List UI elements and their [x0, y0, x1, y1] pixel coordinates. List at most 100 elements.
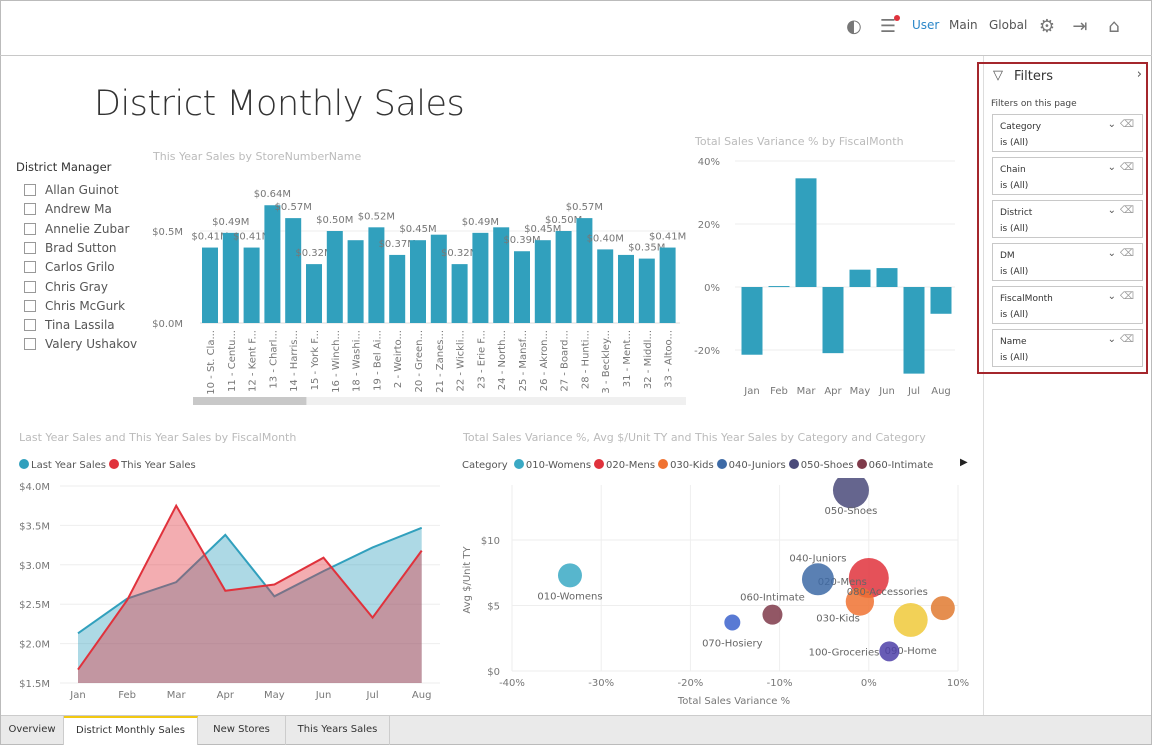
data-label: $0.57M: [566, 202, 603, 213]
slicer-item[interactable]: Annelie Zubar: [24, 222, 129, 238]
bubble-040-juniors[interactable]: [801, 563, 834, 596]
home-icon[interactable]: ⌂: [1108, 16, 1120, 37]
filter-card-name[interactable]: Name is (All) ⌄ ⌫: [992, 329, 1143, 367]
data-label: $0.49M: [462, 217, 499, 228]
view-global[interactable]: Global: [989, 18, 1028, 32]
bar: [876, 268, 898, 287]
x-tick-label: 25 - Mansf...: [518, 330, 529, 391]
legend-title: Category: [462, 460, 508, 471]
exit-icon[interactable]: ⇥: [1072, 16, 1088, 37]
chevron-down-icon[interactable]: ⌄: [1107, 205, 1116, 216]
filter-card-district[interactable]: District is (All) ⌄ ⌫: [992, 200, 1143, 238]
checkbox[interactable]: [24, 184, 36, 196]
chevron-down-icon[interactable]: ⌄: [1107, 291, 1116, 302]
line-this-year-sales: [77, 503, 423, 671]
bar: [597, 249, 614, 323]
legend-item[interactable]: 010-Womens: [513, 459, 591, 471]
chevron-down-icon[interactable]: ⌄: [1107, 162, 1116, 173]
eraser-icon[interactable]: ⌫: [1119, 334, 1134, 345]
bar: [576, 218, 593, 323]
view-user[interactable]: User: [912, 18, 940, 32]
eraser-icon[interactable]: ⌫: [1119, 205, 1134, 216]
bubble-090-home[interactable]: [893, 602, 928, 637]
eraser-icon[interactable]: ⌫: [1119, 162, 1134, 173]
slicer-item[interactable]: Andrew Ma: [24, 202, 112, 218]
x-tick-label: 19 - Bel Ai...: [372, 330, 383, 391]
view-main[interactable]: Main: [949, 18, 978, 32]
bar: [410, 240, 426, 323]
legend-item[interactable]: 020-Mens: [594, 459, 655, 471]
bubble-010-womens[interactable]: [557, 563, 582, 588]
filter-value: is (All): [1000, 353, 1029, 363]
legend-dot: [716, 459, 727, 469]
bubble-070-hosiery[interactable]: [724, 614, 741, 631]
filter-card-category[interactable]: Category is (All) ⌄ ⌫: [992, 114, 1143, 152]
checkbox[interactable]: [24, 280, 36, 293]
legend-item-last-year[interactable]: Last Year Sales: [19, 459, 106, 471]
slicer-item[interactable]: Valery Ushakov: [24, 337, 137, 353]
bubble-050-shoes[interactable]: [832, 472, 869, 509]
bubble-100-groceries[interactable]: [879, 641, 900, 662]
y-tick-label: 0%: [704, 283, 720, 294]
x-tick-label: 33 - Altoo...: [664, 330, 675, 388]
filter-card-dm[interactable]: DM is (All) ⌄ ⌫: [992, 243, 1143, 281]
refresh-icon[interactable]: ◐: [846, 16, 862, 37]
chevron-down-icon[interactable]: ⌄: [1107, 334, 1116, 345]
y-tick-label: $3.5M: [19, 521, 50, 532]
bubble-060-intimate[interactable]: [762, 604, 783, 625]
filter-card-chain[interactable]: Chain is (All) ⌄ ⌫: [992, 157, 1143, 195]
checkbox[interactable]: [24, 222, 36, 235]
legend-dot: [658, 459, 669, 469]
y-tick-label: $1.5M: [19, 679, 50, 690]
tab-new-stores[interactable]: New Stores: [198, 716, 286, 745]
legend-item[interactable]: 050-Shoes: [788, 459, 854, 471]
slicer-item[interactable]: Allan Guinot: [24, 183, 119, 199]
chevron-down-icon[interactable]: ⌄: [1107, 119, 1116, 130]
x-tick-label: 31 - Ment...: [622, 330, 633, 387]
settings-icon[interactable]: ⚙: [1038, 16, 1056, 37]
legend-item[interactable]: 040-Juniors: [716, 459, 786, 471]
slicer-item-label: Tina Lassila: [45, 318, 115, 333]
list-icon[interactable]: ☰: [877, 15, 900, 38]
slicer-item[interactable]: Chris Gray: [24, 280, 108, 296]
bubble-080-accessories[interactable]: [930, 596, 955, 621]
slicer-item-label: Andrew Ma: [45, 202, 112, 217]
checkbox[interactable]: [24, 299, 36, 312]
bar: [795, 178, 817, 287]
filter-value: is (All): [1000, 138, 1029, 148]
tab-district-monthly-sales[interactable]: District Monthly Sales: [64, 716, 198, 745]
tab-this-years-sales[interactable]: This Years Sales: [286, 716, 390, 745]
data-label: $0.52M: [358, 211, 395, 222]
eraser-icon[interactable]: ⌫: [1119, 119, 1134, 130]
checkbox[interactable]: [24, 338, 36, 351]
chevron-down-icon[interactable]: ⌄: [1107, 248, 1116, 259]
collapse-chevron-icon[interactable]: ›: [1136, 67, 1142, 82]
checkbox[interactable]: [24, 203, 36, 216]
slicer-item[interactable]: Chris McGurk: [24, 299, 125, 315]
legend-item[interactable]: 030-Kids: [658, 459, 714, 471]
legend-label: 030-Kids: [670, 460, 714, 471]
legend-next-arrow-icon[interactable]: ▶: [960, 457, 968, 468]
x-tick-label: May: [850, 386, 871, 397]
scrollbar-thumb[interactable]: [193, 397, 307, 405]
scrollbar-track[interactable]: [193, 397, 686, 405]
slicer-item[interactable]: Carlos Grilo: [24, 260, 115, 276]
x-tick-label: Jul: [907, 386, 920, 397]
checkbox[interactable]: [24, 319, 36, 332]
slicer-item[interactable]: Brad Sutton: [24, 241, 117, 257]
tab-overview[interactable]: Overview: [1, 716, 64, 745]
checkbox[interactable]: [24, 241, 36, 254]
eraser-icon[interactable]: ⌫: [1119, 248, 1134, 259]
legend-item-this-year[interactable]: This Year Sales: [109, 459, 196, 471]
checkbox[interactable]: [24, 261, 36, 274]
slicer-item[interactable]: Tina Lassila: [24, 318, 115, 334]
bubble-030-kids[interactable]: [845, 587, 875, 616]
x-tick-label: 12 - Kent F...: [248, 330, 259, 392]
legend-item[interactable]: 060-Intimate: [856, 459, 933, 471]
bubble-label: 080-Accessories: [847, 587, 928, 598]
bar: [368, 227, 385, 323]
eraser-icon[interactable]: ⌫: [1119, 291, 1134, 302]
x-tick-label: 21 - Zanes...: [435, 330, 446, 393]
y-tick-label: 40%: [698, 157, 720, 168]
filter-card-fiscalmonth[interactable]: FiscalMonth is (All) ⌄ ⌫: [992, 286, 1143, 324]
